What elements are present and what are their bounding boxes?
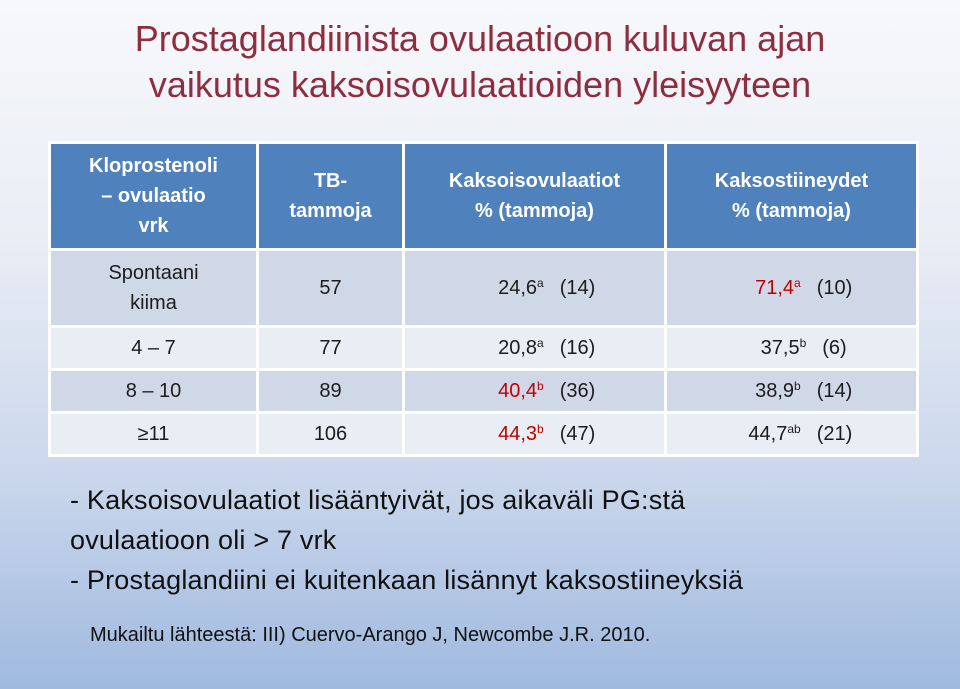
header-kaksoisovulaatiot-line-2: % (tammoja) bbox=[475, 200, 594, 222]
twin-ovulation-value: 44,3 bbox=[498, 422, 538, 445]
significance-letter: b bbox=[794, 378, 801, 393]
header-kloprostenoli-line-3: vrk bbox=[138, 215, 169, 237]
twin-ovulation-count: (16) bbox=[559, 336, 596, 359]
twin-ovulation-value: 40,4 bbox=[498, 379, 538, 402]
significance-letter: a bbox=[794, 275, 801, 290]
header-kloprostenoli-line-1: Kloprostenoli bbox=[89, 155, 218, 177]
row-label: 4 – 7 bbox=[48, 325, 259, 371]
significance-letter: b bbox=[537, 421, 544, 436]
table-row: 4 – 7 77 20,8a (16) 37,5b (6) bbox=[48, 325, 919, 371]
twin-ovulation-cell: 44,3b (47) bbox=[402, 411, 667, 457]
note-line-3: - Prostaglandiini ei kuitenkaan lisännyt… bbox=[70, 565, 744, 595]
header-kaksostiineydet: Kaksostiineydet % (tammoja) bbox=[664, 141, 919, 251]
header-kloprostenoli-line-2: – ovulaatio bbox=[101, 185, 206, 207]
row-label: 8 – 10 bbox=[48, 368, 259, 414]
table-row: Spontaani kiima 57 24,6a (14) 71,4a (10) bbox=[48, 248, 919, 328]
twin-pregnancy-cell: 37,5b (6) bbox=[664, 325, 919, 371]
header-kaksostiineydet-line-1: Kaksostiineydet bbox=[714, 170, 869, 192]
twin-pregnancy-value: 37,5 bbox=[760, 336, 800, 359]
twin-ovulation-cell: 24,6a (14) bbox=[402, 248, 667, 328]
twin-ovulation-value: 24,6 bbox=[498, 276, 538, 299]
twin-ovulation-count: (47) bbox=[559, 422, 596, 445]
header-kaksoisovulaatiot-line-1: Kaksoisovulaatiot bbox=[448, 170, 621, 192]
twin-pregnancy-cell: 71,4a (10) bbox=[664, 248, 919, 328]
twin-pregnancy-value: 38,9 bbox=[755, 379, 795, 402]
significance-letter: ab bbox=[787, 421, 801, 436]
header-tb-line-2: tammoja bbox=[289, 200, 372, 222]
table-row: ≥11 106 44,3b (47) 44,7ab (21) bbox=[48, 411, 919, 457]
twin-pregnancy-cell: 44,7ab (21) bbox=[664, 411, 919, 457]
row-label-line-1: Spontaani bbox=[108, 262, 199, 284]
header-kloprostenoli: Kloprostenoli – ovulaatio vrk bbox=[48, 141, 259, 251]
conclusion-notes: - Kaksoisovulaatiot lisääntyivät, jos ai… bbox=[70, 480, 930, 600]
twin-ovulation-count: (36) bbox=[559, 379, 596, 402]
table-header-row: Kloprostenoli – ovulaatio vrk TB- tammoj… bbox=[48, 141, 919, 251]
significance-letter: a bbox=[537, 335, 544, 350]
significance-letter: b bbox=[799, 335, 807, 350]
twin-pregnancy-count: (21) bbox=[816, 422, 853, 445]
twin-ovulation-cell: 20,8a (16) bbox=[402, 325, 667, 371]
table-row: 8 – 10 89 40,4b (36) 38,9b (14) bbox=[48, 368, 919, 414]
title-line-2: vaikutus kaksoisovulaatioiden yleisyytee… bbox=[148, 64, 812, 105]
results-table: Kloprostenoli – ovulaatio vrk TB- tammoj… bbox=[48, 141, 919, 457]
twin-ovulation-cell: 40,4b (36) bbox=[402, 368, 667, 414]
significance-letter: b bbox=[537, 378, 544, 393]
significance-letter: a bbox=[537, 275, 544, 290]
title-line-1: Prostaglandiinista ovulaatioon kuluvan a… bbox=[134, 18, 826, 59]
twin-pregnancy-count: (6) bbox=[822, 336, 847, 359]
mare-count: 89 bbox=[256, 368, 405, 414]
twin-pregnancy-value: 44,7 bbox=[748, 422, 788, 445]
header-kaksostiineydet-line-2: % (tammoja) bbox=[732, 200, 851, 222]
header-kaksoisovulaatiot: Kaksoisovulaatiot % (tammoja) bbox=[402, 141, 667, 251]
source-citation: Mukailtu lähteestä: III) Cuervo-Arango J… bbox=[90, 624, 651, 646]
row-label: Spontaani kiima bbox=[48, 248, 259, 328]
mare-count: 106 bbox=[256, 411, 405, 457]
twin-pregnancy-count: (10) bbox=[816, 276, 853, 299]
row-label-line-2: kiima bbox=[130, 292, 177, 314]
note-line-2: ovulaatioon oli > 7 vrk bbox=[70, 525, 337, 555]
mare-count: 77 bbox=[256, 325, 405, 371]
twin-pregnancy-cell: 38,9b (14) bbox=[664, 368, 919, 414]
header-tb-tammoja: TB- tammoja bbox=[256, 141, 405, 251]
page-title: Prostaglandiinista ovulaatioon kuluvan a… bbox=[0, 16, 960, 108]
results-table-container: Kloprostenoli – ovulaatio vrk TB- tammoj… bbox=[48, 141, 919, 457]
twin-ovulation-count: (14) bbox=[559, 276, 596, 299]
row-label: ≥11 bbox=[48, 411, 259, 457]
header-tb-line-1: TB- bbox=[313, 170, 348, 192]
note-line-1: - Kaksoisovulaatiot lisääntyivät, jos ai… bbox=[70, 485, 686, 515]
twin-pregnancy-count: (14) bbox=[816, 379, 853, 402]
twin-ovulation-value: 20,8 bbox=[498, 336, 538, 359]
mare-count: 57 bbox=[256, 248, 405, 328]
twin-pregnancy-value: 71,4 bbox=[755, 276, 795, 299]
